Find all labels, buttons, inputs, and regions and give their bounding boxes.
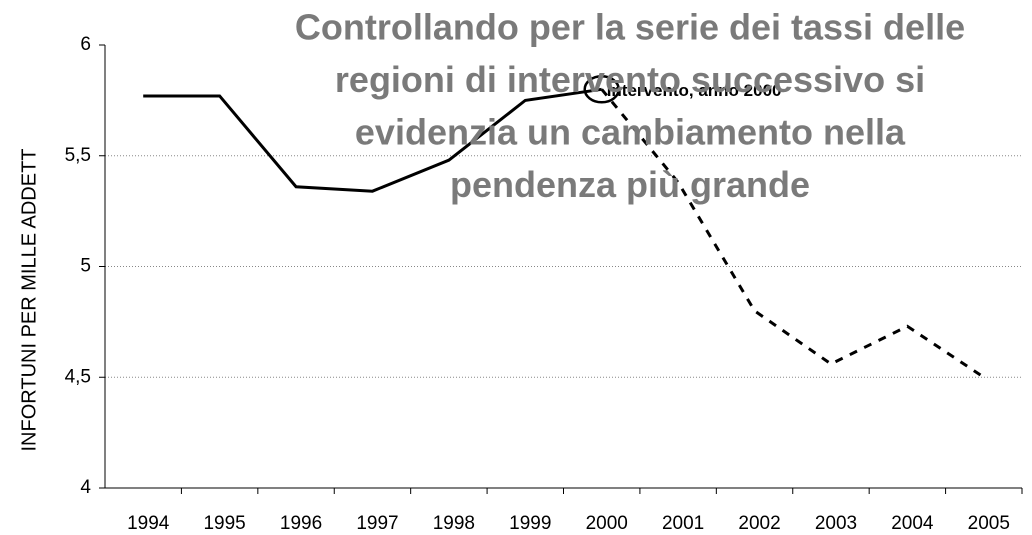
y-tick-label: 6 [80,34,91,55]
annotation-circle [583,75,620,104]
x-tick-label: 2005 [968,513,1010,534]
y-tick-label: 4,5 [65,366,91,387]
chart-title: regioni di intervento successivo si [335,59,925,100]
x-tick-label: 1995 [203,513,245,534]
data-line [143,87,602,193]
y-tick-label: 5,5 [65,145,91,166]
x-tick-label: 1999 [509,513,551,534]
y-tick-label: 5 [80,256,91,277]
x-tick-label: 1998 [433,513,475,534]
y-axis-label: INFORTUNI PER MILLE ADDETT [18,148,40,451]
x-tick-label: 1997 [356,513,398,534]
annotation: Intervento, anno 2000 [607,81,782,100]
chart-title: pendenza più grande [450,164,810,205]
x-tick-label: 2004 [891,513,934,534]
chart-title: Controllando per la serie dei tassi dell… [295,7,965,48]
y-tick-label: 4 [80,477,91,498]
x-tick-label: 2002 [738,513,780,534]
x-tick-label: 1994 [127,513,170,534]
x-tick-label: 2003 [815,513,857,534]
x-tick-label: 2000 [586,513,628,534]
chart-title: evidenzia un cambiamento nella [355,112,906,153]
x-tick-label: 1996 [280,513,322,534]
data-line [600,88,985,379]
x-tick-label: 2001 [662,513,704,534]
